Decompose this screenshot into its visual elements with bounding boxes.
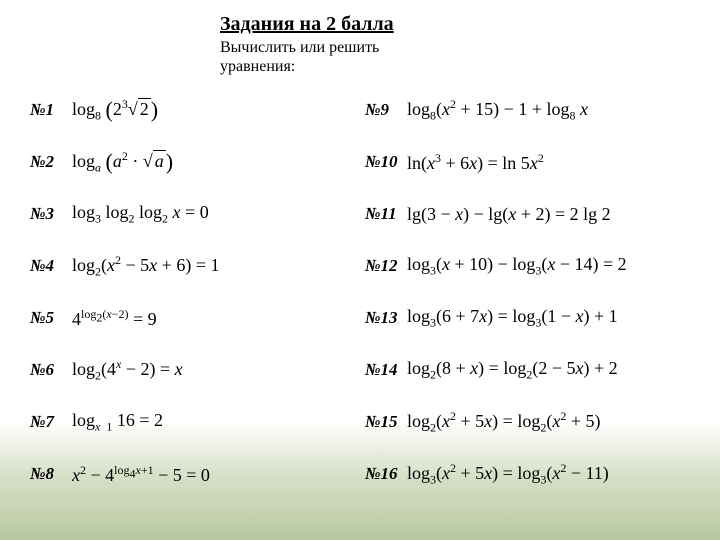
problem-expression: log8(x2 + 15) − 1 + log8 x: [407, 97, 588, 124]
problem-expression: log3(x + 10) − log3(x − 14) = 2: [407, 254, 627, 279]
problem-row: №10ln(x3 + 6x) = ln 5x2: [365, 136, 700, 188]
problem-row: №14log2(8 + x) = log2(2 − 5x) + 2: [365, 344, 700, 396]
right-column: №9log8(x2 + 15) − 1 + log8 x№10ln(x3 + 6…: [365, 84, 700, 500]
problem-number: №7: [30, 412, 72, 432]
problem-row: №1log8 (232): [30, 84, 365, 136]
problem-expression: log8 (232): [72, 97, 158, 124]
problem-number: №8: [30, 464, 72, 484]
problem-row: №6log2(4x − 2) = x: [30, 344, 365, 396]
problem-row: №3log3 log2 log2 x = 0: [30, 188, 365, 240]
problem-number: №9: [365, 100, 407, 120]
page-subtitle: Вычислить или решить уравнения:: [220, 38, 450, 76]
problem-row: №7logx 1 16 = 2: [30, 396, 365, 448]
problem-number: №10: [365, 152, 407, 172]
problem-expression: 4log2(x−2) = 9: [72, 307, 157, 330]
problem-expression: log2(x2 + 5x) = log2(x2 + 5): [407, 409, 600, 436]
problem-number: №13: [365, 308, 407, 328]
problem-row: №54log2(x−2) = 9: [30, 292, 365, 344]
problem-number: №4: [30, 256, 72, 276]
header: Задания на 2 балла Вычислить или решить …: [0, 0, 720, 76]
problem-number: №16: [365, 464, 407, 484]
problem-number: №14: [365, 360, 407, 380]
problem-row: №2loga (a2 · a): [30, 136, 365, 188]
problems-container: №1log8 (232)№2loga (a2 · a)№3log3 log2 l…: [0, 76, 720, 500]
problem-row: №11lg(3 − x) − lg(x + 2) = 2 lg 2: [365, 188, 700, 240]
left-column: №1log8 (232)№2loga (a2 · a)№3log3 log2 l…: [30, 84, 365, 500]
problem-number: №1: [30, 100, 72, 120]
problem-number: №11: [365, 204, 407, 224]
problem-expression: log2(x2 − 5x + 6) = 1: [72, 253, 219, 280]
problem-row: №16log3(x2 + 5x) = log3(x2 − 11): [365, 448, 700, 500]
problem-expression: log2(8 + x) = log2(2 − 5x) + 2: [407, 358, 618, 383]
problem-expression: logx 1 16 = 2: [72, 410, 163, 435]
problem-number: №12: [365, 256, 407, 276]
page-title: Задания на 2 балла: [220, 12, 400, 36]
problem-expression: loga (a2 · a): [72, 149, 173, 176]
problem-row: №8x2 − 4log4x+1 − 5 = 0: [30, 448, 365, 500]
problem-expression: log3(6 + 7x) = log3(1 − x) + 1: [407, 306, 618, 331]
problem-expression: log3(x2 + 5x) = log3(x2 − 11): [407, 461, 609, 488]
problem-row: №12log3(x + 10) − log3(x − 14) = 2: [365, 240, 700, 292]
problem-number: №15: [365, 412, 407, 432]
problem-number: №5: [30, 308, 72, 328]
problem-number: №6: [30, 360, 72, 380]
problem-row: №15log2(x2 + 5x) = log2(x2 + 5): [365, 396, 700, 448]
problem-row: №9log8(x2 + 15) − 1 + log8 x: [365, 84, 700, 136]
problem-expression: ln(x3 + 6x) = ln 5x2: [407, 151, 544, 174]
problem-expression: x2 − 4log4x+1 − 5 = 0: [72, 463, 210, 486]
problem-number: №3: [30, 204, 72, 224]
problem-number: №2: [30, 152, 72, 172]
problem-row: №4log2(x2 − 5x + 6) = 1: [30, 240, 365, 292]
problem-expression: log3 log2 log2 x = 0: [72, 202, 209, 227]
problem-expression: log2(4x − 2) = x: [72, 357, 183, 384]
problem-row: №13log3(6 + 7x) = log3(1 − x) + 1: [365, 292, 700, 344]
problem-expression: lg(3 − x) − lg(x + 2) = 2 lg 2: [407, 204, 611, 225]
